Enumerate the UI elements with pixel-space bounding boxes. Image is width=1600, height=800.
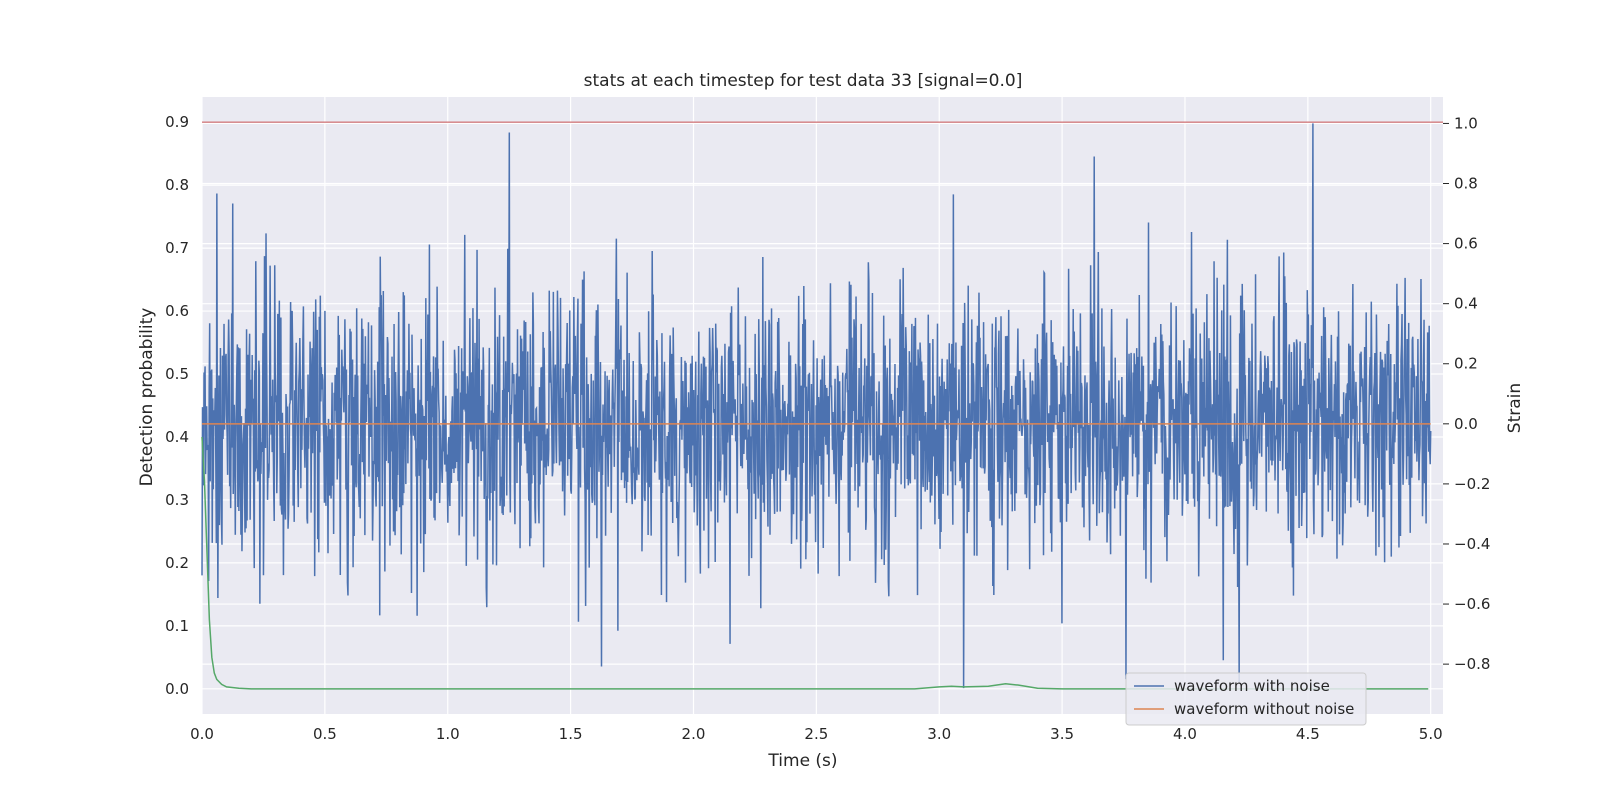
x-tick-label: 2.0 xyxy=(682,725,706,743)
y-tick-label: 0.2 xyxy=(165,554,189,572)
y-tick-label: 0.1 xyxy=(165,617,189,635)
chart-title: stats at each timestep for test data 33 … xyxy=(584,71,1023,91)
x-tick-label: 5.0 xyxy=(1419,725,1443,743)
series-line-detection-probability xyxy=(201,436,1429,690)
series-line-waveform-with-noise xyxy=(201,123,1432,689)
x-tick-label: 0.5 xyxy=(313,725,337,743)
y2-tick-label: 0.4 xyxy=(1454,295,1478,313)
x-tick-label: 3.0 xyxy=(927,725,951,743)
y2-tick-label: 0.8 xyxy=(1454,175,1478,193)
y2-tick-label: −0.4 xyxy=(1454,535,1490,553)
y-tick-label: 0.5 xyxy=(165,365,189,383)
y-tick-label: 0.6 xyxy=(165,302,189,320)
y2-tick-label: −0.2 xyxy=(1454,475,1490,493)
x-tick-label: 4.5 xyxy=(1296,725,1320,743)
y-tick-label: 0.7 xyxy=(165,239,189,257)
y2-tick-label: −0.6 xyxy=(1454,595,1490,613)
y-tick-label: 0.8 xyxy=(165,176,189,194)
y-tick-label: 0.3 xyxy=(165,491,189,509)
legend: waveform with noise waveform without noi… xyxy=(1125,672,1367,726)
x-tick-label: 1.5 xyxy=(559,725,583,743)
legend-label-waveform-without-noise: waveform without noise xyxy=(1174,700,1354,718)
y2-axis-title: Strain xyxy=(1505,383,1525,433)
y-tick-label: 0.9 xyxy=(165,113,189,131)
y2-tick-label: −0.8 xyxy=(1454,655,1490,673)
y2-tick-label: 0.6 xyxy=(1454,235,1478,253)
x-tick-label: 0.0 xyxy=(190,725,214,743)
x-tick-label: 4.0 xyxy=(1173,725,1197,743)
y-tick-label: 0.4 xyxy=(165,428,189,446)
x-axis-title: Time (s) xyxy=(767,751,837,771)
x-tick-label: 3.5 xyxy=(1050,725,1074,743)
x-tick-label: 1.0 xyxy=(436,725,460,743)
x-tick-label: 2.5 xyxy=(804,725,828,743)
legend-box xyxy=(1125,672,1367,726)
y-tick-label: 0.0 xyxy=(165,680,189,698)
y-axis-title: Detection probability xyxy=(137,308,157,487)
y2-tick-label: 1.0 xyxy=(1454,114,1478,132)
legend-label-waveform-with-noise: waveform with noise xyxy=(1174,677,1330,695)
y2-tick-label: 0.0 xyxy=(1454,415,1478,433)
y2-tick-label: 0.2 xyxy=(1454,355,1478,373)
